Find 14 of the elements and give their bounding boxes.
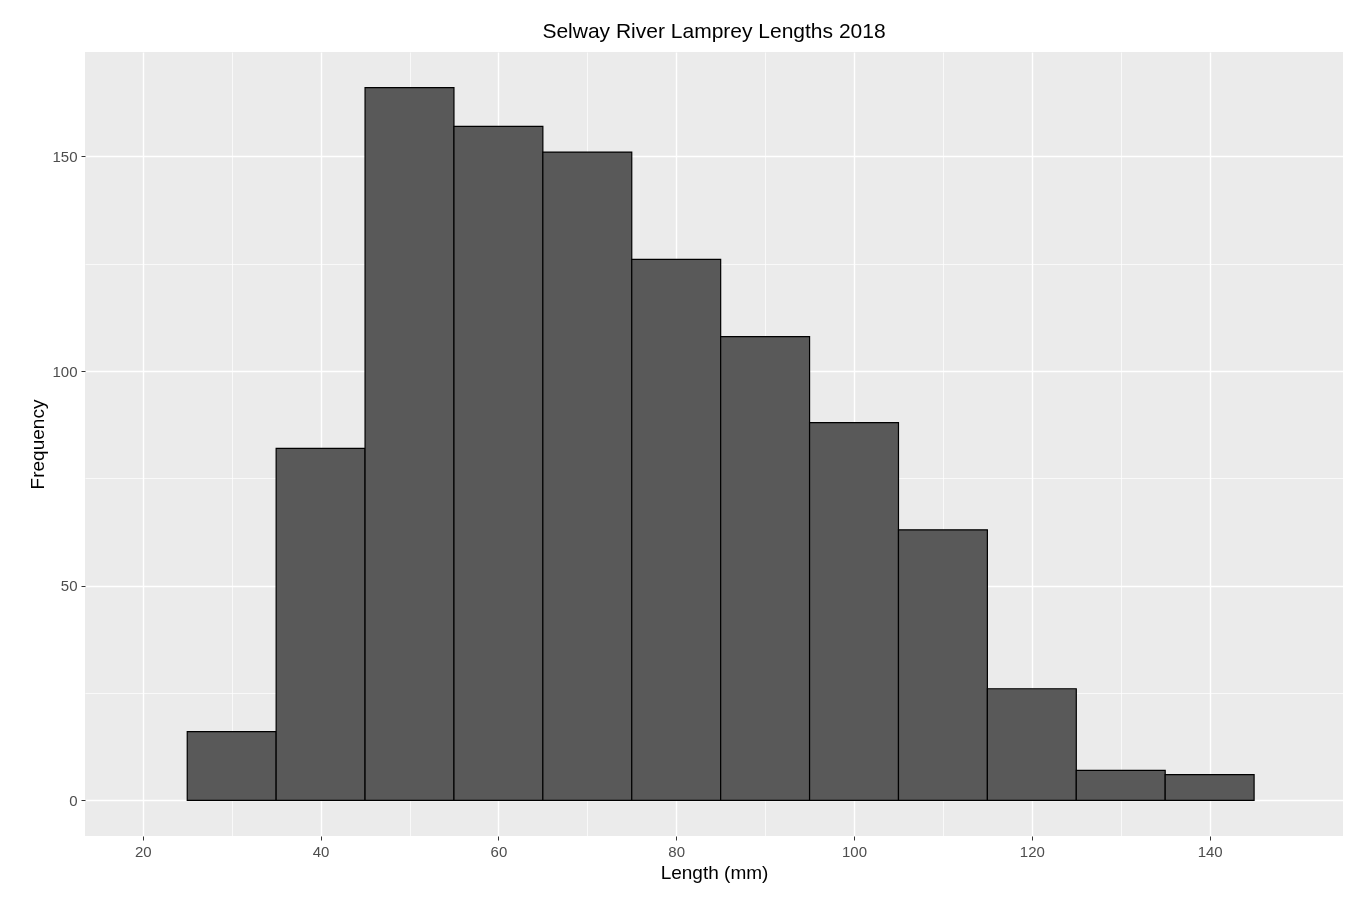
x-tick-label: 40 xyxy=(312,842,330,860)
y-tick-label: 50 xyxy=(60,577,78,595)
x-tick-label: 140 xyxy=(1197,842,1223,860)
x-tick-label: 60 xyxy=(490,842,508,860)
x-tick-label: 100 xyxy=(842,842,868,860)
y-tick-label: 150 xyxy=(52,147,78,165)
chart-title: Selway River Lamprey Lengths 2018 xyxy=(542,19,886,42)
x-tick-label: 20 xyxy=(134,842,152,860)
y-axis-title: Frequency xyxy=(27,399,49,490)
x-tick-label: 80 xyxy=(668,842,686,860)
y-tick-label: 0 xyxy=(69,791,78,809)
y-tick-label: 100 xyxy=(52,362,78,380)
x-tick-label: 120 xyxy=(1019,842,1045,860)
x-axis-title: Length (mm) xyxy=(660,861,769,883)
